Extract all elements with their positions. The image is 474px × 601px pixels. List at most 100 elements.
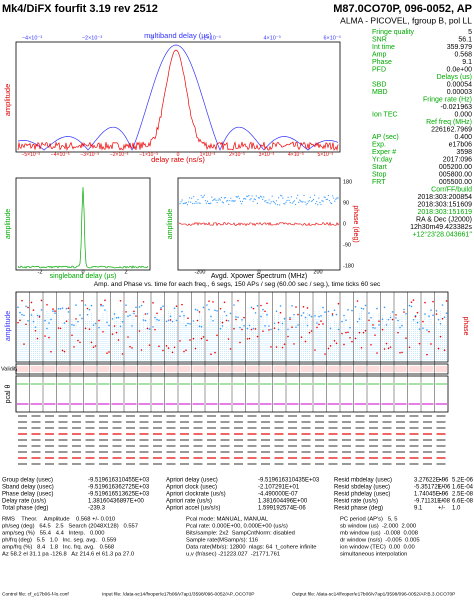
channel-table-cell <box>193 421 203 423</box>
xpower-dot <box>330 202 333 205</box>
amp-dot <box>94 322 97 325</box>
amp-dot <box>129 314 131 317</box>
phase-dot <box>54 310 56 312</box>
channel-title: Amp. and Phase vs. time for each freq., … <box>94 281 381 288</box>
phase-dot <box>401 351 403 354</box>
channel-table-cell <box>301 451 311 453</box>
amp-dot <box>403 308 405 311</box>
channel-table-cell <box>72 415 81 417</box>
amp-dot <box>376 307 378 310</box>
xpower-dot <box>268 199 270 201</box>
xpower-dot <box>324 196 326 199</box>
xpower-dot <box>335 198 337 200</box>
phase-dot <box>383 348 386 350</box>
info-value: 5 <box>468 29 472 36</box>
bottom-tick-label: −3×10⁻³ <box>80 152 99 158</box>
phase-dot <box>171 351 174 354</box>
amp-dot <box>125 304 127 307</box>
channel-table-cell <box>220 457 230 459</box>
amp-dot <box>181 310 183 313</box>
stats-cell: ph/seg (deg) 64.5 2.5 Search (2048X128) … <box>2 524 138 530</box>
phase-dot <box>202 336 205 338</box>
amp-dot <box>381 318 384 321</box>
phase-dot <box>111 333 114 335</box>
phase-dot <box>19 319 21 322</box>
residual-cell: Apriori clockrate (us/s) <box>166 492 226 498</box>
channel-table-cell <box>274 445 284 447</box>
channel-table-cell <box>355 427 365 429</box>
xpower-dot <box>277 197 280 199</box>
amp-dot <box>121 320 124 323</box>
phase-dot <box>308 331 311 334</box>
phase-dot <box>391 318 394 321</box>
channel-table-cell <box>112 415 122 417</box>
info-label: Fringe quality <box>372 29 415 36</box>
xpower-phase-label: phase (deg) <box>352 205 359 242</box>
phase-dot <box>212 301 214 303</box>
phase-dot <box>360 346 363 349</box>
channel-table-cell <box>355 451 365 453</box>
amp-dot <box>194 308 197 311</box>
xpower-dot <box>224 196 227 199</box>
amp-dot <box>21 313 23 316</box>
amp-dot <box>113 313 116 315</box>
info-text: 12h30m49.423382s <box>410 224 472 231</box>
channel-table-cell <box>261 463 270 465</box>
validity-bar <box>381 366 393 372</box>
xpower-dot <box>273 201 275 203</box>
amp-dot <box>225 314 228 317</box>
xpower-dot <box>271 195 273 197</box>
amp-dot <box>198 325 201 328</box>
channel-table-cell <box>436 415 446 417</box>
residual-cell: Apriori delay (usec) <box>166 478 218 484</box>
channel-table-cell <box>126 427 135 429</box>
xpower-dot <box>311 200 314 202</box>
amp-dot <box>424 313 426 315</box>
channel-table-cell <box>247 427 257 429</box>
phase-dot <box>250 328 253 331</box>
channel-table-cell <box>45 427 54 429</box>
channel-table-cell <box>72 451 81 453</box>
phase-dot <box>416 311 419 314</box>
channel-table-cell <box>436 427 446 429</box>
amp-dot <box>432 314 434 317</box>
amp-dot <box>210 315 212 318</box>
sbd-frame <box>15 177 151 271</box>
amp-dot <box>364 304 367 307</box>
bottom-tick-label: 1×10⁻³ <box>200 152 216 158</box>
channel-table-cell <box>328 421 338 423</box>
channel-table-cell <box>288 415 297 417</box>
phase-dot <box>208 300 210 302</box>
amp-dot <box>327 310 330 313</box>
channel-table-cell <box>126 463 135 465</box>
top-plot-frame <box>15 41 341 153</box>
amp-dot <box>46 327 48 330</box>
amp-dot <box>131 325 133 327</box>
channel-table-cell <box>261 427 270 429</box>
xpower-dot <box>302 201 304 203</box>
xpower-dot <box>198 202 200 204</box>
xpower-dot <box>316 200 318 203</box>
channel-table-cell <box>315 427 324 429</box>
residual-cell: Apriori rate (us/s) <box>166 499 212 505</box>
xpower-x-tick: -200 <box>194 269 205 275</box>
amp-dot <box>192 320 195 322</box>
channel-table-cell <box>261 415 270 417</box>
phase-dot <box>98 319 100 322</box>
phase-dot <box>304 340 307 343</box>
xpower-dot <box>196 202 198 204</box>
channel-table-cell <box>423 421 432 423</box>
validity-bar <box>341 366 353 372</box>
phase-dot <box>219 307 222 310</box>
phase-dot <box>181 303 183 306</box>
xpower-dot <box>270 201 272 203</box>
phase-dot <box>194 347 197 350</box>
phase-dot <box>84 327 87 330</box>
phase-dot <box>183 350 185 353</box>
channel-table-cell <box>288 445 297 447</box>
amp-dot <box>351 309 353 312</box>
phase-dot <box>395 314 397 316</box>
xpower-dot <box>235 196 237 198</box>
amp-dot <box>300 314 303 317</box>
